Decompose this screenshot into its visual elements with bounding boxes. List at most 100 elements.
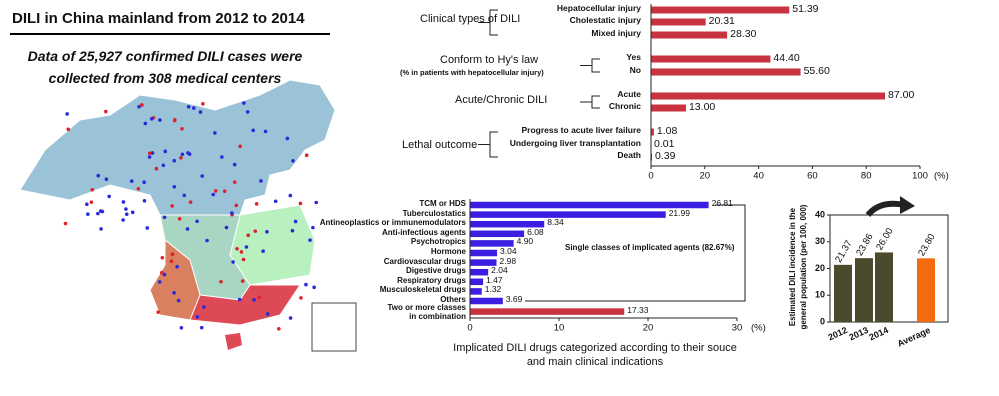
map-dot	[182, 193, 187, 198]
map-dot	[180, 126, 184, 131]
value-label: 1.08	[656, 125, 678, 137]
map-dot	[160, 255, 165, 260]
bar	[651, 92, 886, 100]
map-dot	[244, 245, 249, 249]
map-dot	[235, 246, 239, 251]
category-label: Death	[617, 150, 641, 160]
map-dot	[163, 149, 168, 154]
map-dot	[263, 129, 268, 134]
map-dot	[299, 296, 303, 300]
bar	[470, 230, 525, 238]
map-dot	[253, 229, 258, 233]
map-dot	[96, 211, 100, 216]
map-dot	[245, 110, 250, 114]
group-sublabel: (% in patients with hepatocellular injur…	[400, 68, 544, 77]
map-dot	[314, 200, 319, 205]
map-dot	[261, 249, 265, 254]
x-tick-label: 10	[554, 323, 565, 334]
value-label: 26.00	[874, 226, 895, 252]
map-dot	[96, 173, 101, 178]
value-label: 0.39	[655, 150, 676, 162]
value-label: 17.33	[627, 304, 649, 315]
bar	[470, 308, 625, 315]
bar	[651, 104, 686, 112]
map-dot	[230, 211, 234, 215]
category-label: Progress to acute liver failure	[521, 125, 641, 135]
map-dot	[137, 104, 141, 109]
value-label: 23.80	[916, 232, 937, 258]
map-dot	[205, 238, 209, 243]
value-label: 44.40	[773, 52, 800, 64]
map-dot	[242, 101, 246, 105]
map-dot	[99, 227, 103, 231]
bar	[651, 55, 771, 63]
map-dot	[201, 102, 205, 106]
map-dot	[202, 305, 206, 309]
value-label: 13.00	[688, 101, 716, 113]
map-region-south	[189, 284, 301, 326]
map-dot	[298, 201, 303, 206]
category-label: No	[629, 65, 641, 75]
map-dot	[232, 162, 237, 167]
bar	[470, 249, 498, 257]
value-label: 6.08	[527, 226, 544, 237]
bar	[470, 288, 482, 295]
map-dot	[188, 200, 193, 204]
map-dot	[191, 106, 196, 110]
map-dot	[142, 180, 146, 185]
subtitle-line: Data of 25,927 confirmed DILI cases were	[27, 48, 303, 64]
map-dot	[121, 218, 125, 222]
map-dot	[257, 295, 262, 300]
group-label: Lethal outcome	[402, 139, 478, 151]
map-inset	[311, 302, 357, 352]
map-dot	[159, 270, 164, 275]
x-tick-label: 80	[861, 171, 872, 182]
annotation: Single classes of implicated agents (82.…	[565, 243, 735, 252]
map-dot	[265, 229, 269, 234]
category-label: Chronic	[608, 101, 641, 111]
category-label: Others	[440, 295, 466, 304]
map-dot	[89, 200, 94, 204]
map-dot	[291, 159, 295, 163]
map-dot	[251, 128, 255, 133]
map-dot	[129, 179, 134, 183]
group-bracket	[580, 95, 600, 109]
bar	[651, 31, 728, 39]
value-label: 1.47	[486, 274, 503, 285]
x-tick-label: 0	[648, 171, 653, 182]
chart-title: Implicated DILI drugs categorized accord…	[453, 342, 737, 368]
map-region-east	[229, 204, 316, 286]
category-label: Mixed injury	[591, 28, 641, 38]
y-tick-label: 20	[815, 263, 825, 273]
group-label: Clinical types of DILI	[420, 13, 521, 25]
map	[19, 79, 357, 352]
map-dot	[143, 121, 148, 126]
value-label: 51.39	[792, 3, 819, 15]
map-dot	[104, 109, 108, 114]
map-dot	[162, 215, 167, 220]
x-tick-label: 2012	[826, 325, 848, 343]
bar	[470, 259, 497, 266]
map-dot	[172, 184, 177, 189]
subtitle-line: collected from 308 medical centers	[48, 70, 282, 86]
bar	[470, 268, 489, 276]
map-dot	[265, 312, 270, 316]
map-dot	[156, 310, 161, 314]
map-dot	[308, 238, 312, 242]
group-bracket	[580, 58, 600, 73]
category-label: Two or more classes in combination	[387, 302, 466, 321]
map-dot	[222, 189, 227, 193]
value-label: 3.04	[500, 246, 517, 256]
bar	[470, 297, 503, 305]
map-dot	[213, 189, 218, 193]
map-dot	[288, 193, 293, 198]
trend-arrow-head	[900, 196, 915, 214]
y-axis-label: Estimated DILI incidence in the general …	[788, 204, 808, 330]
map-dot	[176, 298, 181, 303]
bar	[470, 211, 666, 218]
category-label: Tuberculostatics	[402, 208, 466, 218]
map-dot	[232, 180, 237, 184]
value-label: 20.31	[708, 15, 735, 27]
map-dot	[65, 112, 69, 116]
category-label: Hormone	[430, 247, 466, 256]
